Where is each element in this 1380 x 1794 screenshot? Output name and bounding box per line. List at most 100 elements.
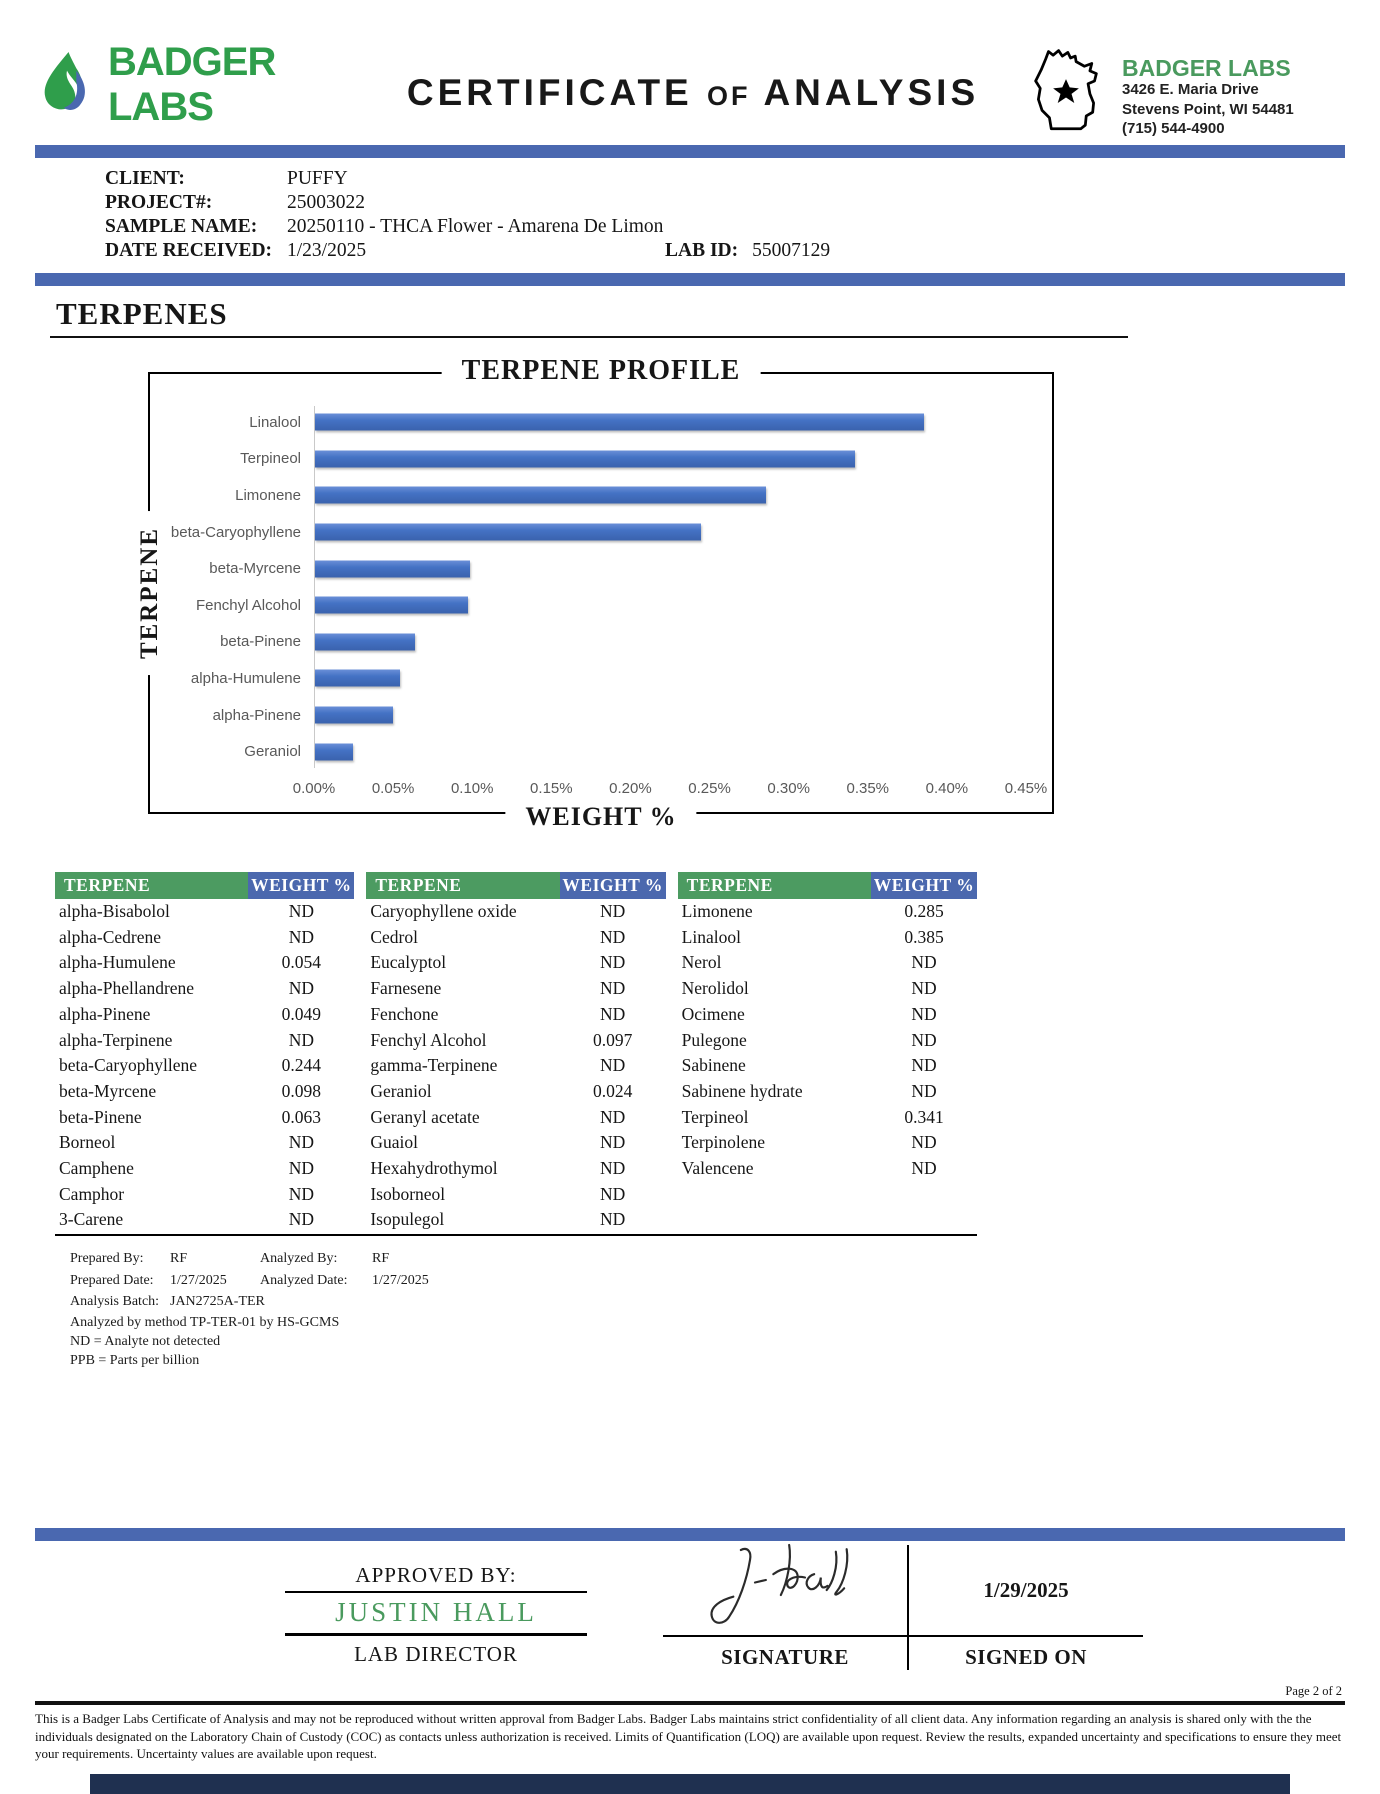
chart-bar-track: [314, 628, 1026, 655]
axis-tick-label: 0.35%: [846, 780, 890, 797]
terpene-name-cell: Eucalyptol: [370, 952, 447, 973]
chart-bar-track: [314, 665, 1026, 692]
chart-row: Limonene: [164, 482, 1026, 509]
terpene-table: TERPENE WEIGHT % alpha-Bisabolol ND alpha-…: [55, 872, 977, 1237]
signature-column: SIGNATURE: [663, 1543, 909, 1670]
lab-phone: (715) 544-4900: [1122, 120, 1225, 138]
chart-bar-track: [314, 482, 1026, 509]
table-row: Geranyl acetate ND: [366, 1105, 665, 1131]
axis-tick-label: 0.05%: [371, 780, 415, 797]
weight-value-cell: ND: [600, 1106, 626, 1127]
client-row: CLIENT: PUFFY: [105, 167, 1380, 191]
section-title-text: TERPENES: [56, 296, 228, 331]
footer-section: Page 2 of 2 This is a Badger Labs Certif…: [35, 1684, 1345, 1763]
terpene-name-cell: Borneol: [59, 1132, 116, 1153]
weight-value-cell: ND: [288, 1029, 314, 1050]
terpene-name-cell: Camphor: [59, 1183, 125, 1204]
approved-by-block: APPROVED BY: JUSTIN HALL LAB DIRECTOR: [285, 1563, 587, 1667]
terpene-name-cell: Terpineol: [681, 1106, 749, 1127]
chart-bar: [315, 450, 855, 468]
ppb-note: PPB = Parts per billion: [70, 1352, 200, 1368]
weight-value-cell: ND: [911, 978, 937, 999]
chart-row: Terpineol: [164, 445, 1026, 472]
table-row: Pulegone ND: [678, 1028, 977, 1054]
chart-bar: [315, 413, 925, 431]
bottom-footer-bar: [90, 1774, 1290, 1794]
terpene-name-cell: alpha-Cedrene: [59, 926, 162, 947]
chart-bar-track: [314, 738, 1026, 765]
terpene-name-cell: beta-Pinene: [59, 1106, 142, 1127]
axis-tick-label: 0.10%: [450, 780, 494, 797]
weight-value-cell: 0.063: [281, 1106, 322, 1127]
chart-title: TERPENE PROFILE: [441, 355, 761, 387]
terpene-column-header: TERPENE: [366, 872, 560, 899]
weight-value-cell: 0.098: [281, 1080, 322, 1101]
table-row: Limonene 0.285: [678, 899, 977, 925]
terpene-name-cell: Sabinene hydrate: [681, 1080, 803, 1101]
terpene-column-header: TERPENE: [677, 872, 871, 899]
terpene-name-cell: alpha-Phellandrene: [59, 978, 195, 999]
terpene-name-cell: Cedrol: [370, 926, 418, 947]
chart-bar-track: [314, 409, 1026, 436]
sample-name-label: SAMPLE NAME:: [105, 216, 258, 237]
terpene-name-cell: Caryophyllene oxide: [370, 901, 517, 921]
terpene-name-cell: beta-Caryophyllene: [59, 1055, 198, 1076]
terpene-name-cell: Limonene: [681, 901, 753, 921]
terpene-table-pair: TERPENE WEIGHT % Limonene 0.285 Linalool 0.…: [677, 872, 977, 1233]
chart-bar: [315, 706, 393, 724]
date-received-value: 1/23/2025: [287, 240, 367, 261]
weight-value-cell: ND: [600, 978, 626, 999]
terpene-name-cell: Pulegone: [681, 1029, 747, 1050]
badger-labs-logo: BADGER LABS: [36, 40, 366, 130]
chart-row: beta-Pinene: [164, 628, 1026, 655]
terpenes-section-heading: TERPENES: [50, 296, 1128, 338]
weight-value-cell: 0.385: [904, 926, 944, 947]
table-row: beta-Caryophyllene 0.244: [55, 1053, 354, 1079]
client-label: CLIENT:: [105, 168, 185, 189]
weight-value-cell: ND: [288, 1132, 314, 1153]
weight-value-cell: ND: [600, 901, 626, 921]
analysis-batch-value: JAN2725A-TER: [170, 1294, 265, 1310]
lab-address-block: BADGER LABS 3426 E. Maria Drive Stevens …: [1020, 44, 1350, 145]
table-row: Isopulegol ND: [366, 1207, 665, 1233]
project-value: 25003022: [287, 192, 365, 213]
weight-column-header: WEIGHT %: [871, 872, 977, 899]
analyzed-by-value: RF: [372, 1251, 390, 1267]
approver-name: JUSTIN HALL: [285, 1593, 587, 1636]
table-row: Hexahydrothymol ND: [366, 1156, 665, 1182]
weight-value-cell: ND: [600, 1183, 626, 1204]
chart-axis-row: 0.00% 0.05% 0.10% 0.15% 0.20% 0.25% 0.30% 0.35%…: [164, 770, 1048, 800]
terpene-name-cell: beta-Myrcene: [59, 1080, 157, 1101]
terpene-name-cell: alpha-Pinene: [59, 1003, 151, 1024]
chart-category-label: Fenchyl Alcohol: [195, 596, 301, 614]
axis-tick-label: 0.15%: [530, 780, 573, 797]
terpene-table-pair: TERPENE WEIGHT % Caryophyllene oxide ND Ce…: [366, 872, 666, 1233]
table-row: Ocimene ND: [678, 1002, 977, 1028]
table-row: Sabinene ND: [678, 1053, 977, 1079]
table-rows: Limonene 0.285 Linalool 0.385 Nerol ND Nerolid…: [678, 899, 977, 1182]
weight-value-cell: 0.341: [904, 1106, 944, 1127]
divider-bar-approval: [35, 1528, 1345, 1541]
chart-bar: [315, 560, 471, 578]
signature-block: SIGNATURE 1/29/2025 SIGNED ON: [663, 1543, 1143, 1670]
weight-value-cell: ND: [600, 1055, 626, 1076]
address-line: 3426 E. Maria Drive: [1122, 81, 1259, 99]
table-header: TERPENE WEIGHT %: [55, 872, 355, 899]
method-note: Analyzed by method TP-TER-01 by HS-GCMS: [70, 1314, 340, 1330]
chart-row: beta-Myrcene: [164, 555, 1026, 582]
terpene-name-cell: Linalool: [681, 926, 741, 947]
terpene-name-cell: Hexahydrothymol: [370, 1158, 498, 1179]
lab-address-text: BADGER LABS 3426 E. Maria Drive Stevens …: [1122, 44, 1294, 145]
weight-value-cell: ND: [911, 1132, 937, 1153]
approval-row: APPROVED BY: JUSTIN HALL LAB DIRECTOR: [285, 1543, 1345, 1670]
disclaimer-text: This is a Badger Labs Certificate of Ana…: [35, 1701, 1345, 1763]
table-row: Camphor ND: [55, 1182, 354, 1208]
chart-bar: [315, 596, 469, 614]
chart-category-label: alpha-Humulene: [190, 669, 301, 687]
prepared-date-row: Prepared Date: 1/27/2025 Analyzed Date: …: [70, 1270, 1380, 1292]
table-row: alpha-Pinene 0.049: [55, 1002, 354, 1028]
table-row: Caryophyllene oxide ND: [366, 899, 665, 925]
weight-value-cell: ND: [288, 1158, 314, 1179]
title-word: ANALYSIS: [763, 72, 980, 113]
